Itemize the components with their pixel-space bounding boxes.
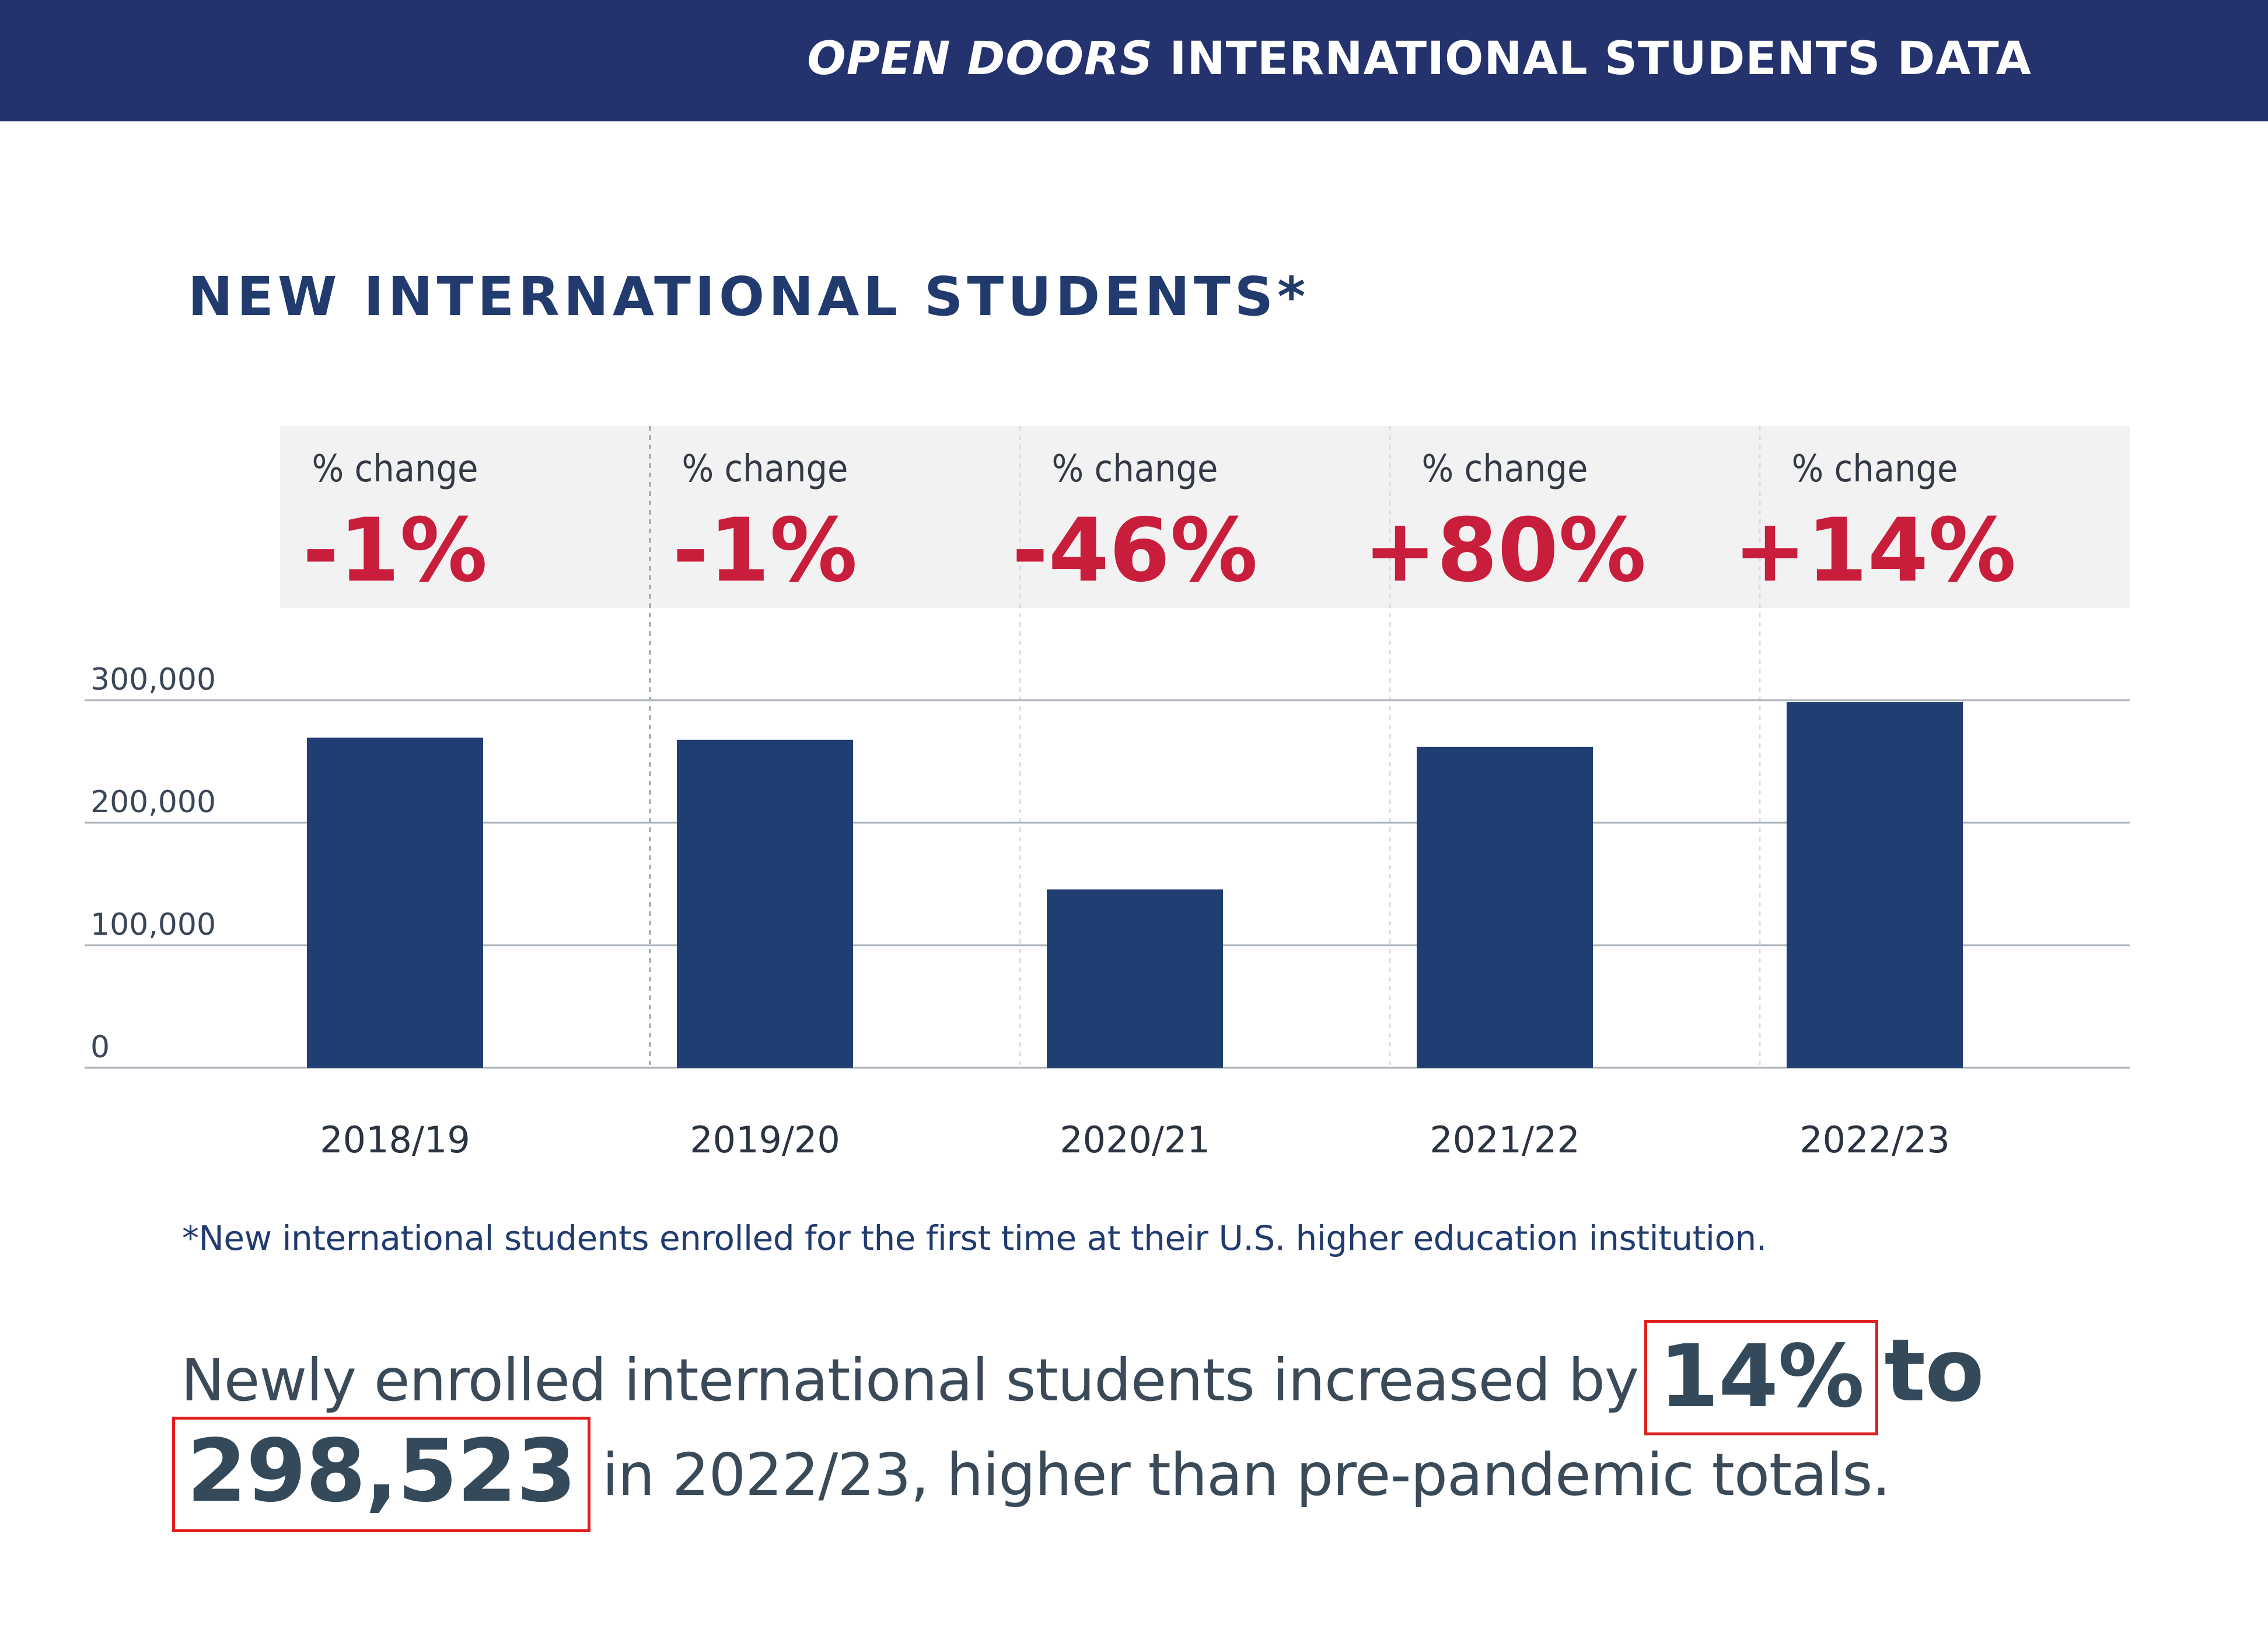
header-banner: OPEN DOORS INTERNATIONAL STUDENTS DATA [0, 0, 2268, 121]
pct-change-value: -1% [303, 500, 488, 602]
y-tick-label: 200,000 [90, 785, 216, 820]
pct-change-value: -46% [1012, 500, 1257, 602]
highlight-percent: 14% [1644, 1320, 1879, 1435]
summary-line-1: Newly enrolled international students in… [181, 1320, 1984, 1435]
pct-change-label: % change [1792, 448, 1958, 491]
pct-change-value: -1% [673, 500, 858, 602]
column-dividers [649, 426, 1761, 1065]
y-tick-label: 300,000 [90, 662, 216, 697]
summary-line-2: 298,523 in 2022/23, higher than pre-pande… [172, 1417, 1890, 1532]
footnote: *New international students enrolled for… [182, 1218, 1767, 1258]
x-tick-label: 2021/22 [1430, 1119, 1580, 1161]
percent-change-band-bg [280, 426, 2130, 608]
summary-text-to: to [1884, 1320, 1984, 1421]
percent-change-labels: % change -1% % change -1% % change -46% % chan… [303, 448, 2017, 602]
x-tick-label: 2018/19 [320, 1119, 470, 1161]
header-title-rest: INTERNATIONAL STUDENTS DATA [1153, 33, 2032, 85]
bar-2018-19 [307, 738, 483, 1068]
summary-text-part1: Newly enrolled international students in… [181, 1346, 1639, 1414]
highlight-total: 298,523 [172, 1417, 591, 1532]
bar-2019-20 [677, 739, 853, 1068]
percent-change-band [280, 426, 2130, 608]
bar-2020-21 [1047, 889, 1223, 1068]
section-title: NEW INTERNATIONAL STUDENTS* [188, 265, 1310, 328]
pct-change-label: % change [1422, 448, 1588, 491]
pct-change-label: % change [312, 448, 478, 491]
header-title: OPEN DOORS INTERNATIONAL STUDENTS DATA [807, 33, 2032, 85]
header-title-italic: OPEN DOORS [807, 33, 1154, 85]
summary-text-part3: in 2022/23, higher than pre-pandemic tot… [602, 1441, 1890, 1509]
bar-2021-22 [1417, 746, 1593, 1068]
bars [307, 702, 1963, 1068]
bar-2022-23 [1787, 702, 1963, 1068]
x-axis-ticks: 2018/19 2019/20 2020/21 2021/22 2022/23 [320, 1119, 1950, 1161]
x-tick-label: 2019/20 [690, 1119, 840, 1161]
pct-change-label: % change [1052, 448, 1218, 491]
y-axis-ticks: 0 100,000 200,000 300,000 [90, 662, 216, 1065]
pct-change-label: % change [682, 448, 848, 491]
pct-change-value: +14% [1734, 500, 2017, 602]
y-tick-label: 0 [90, 1030, 110, 1065]
x-tick-label: 2022/23 [1799, 1119, 1950, 1161]
y-tick-label: 100,000 [90, 907, 216, 942]
pct-change-value: +80% [1364, 500, 1647, 602]
x-tick-label: 2020/21 [1060, 1119, 1210, 1161]
